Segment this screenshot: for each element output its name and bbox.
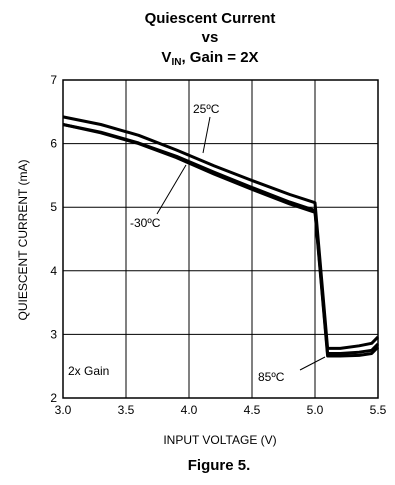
- x-axis-label: INPUT VOLTAGE (V): [163, 433, 276, 447]
- annotation-2x-gain: 2x Gain: [68, 364, 109, 378]
- x-tick-label: 4.0: [181, 403, 198, 417]
- series-line-1: [62, 123, 380, 358]
- y-tick-label: 4: [50, 264, 57, 278]
- y-tick-labels: 2 3 4 5 6 7: [50, 73, 57, 405]
- title-vin-rest: , Gain = 2X: [181, 49, 258, 66]
- y-tick-label: 2: [50, 391, 57, 405]
- annotation-25c: 25ºC: [193, 102, 220, 116]
- y-tick-label: 7: [50, 73, 57, 87]
- x-tick-labels: 3.0 3.5 4.0 4.5 5.0 5.5: [55, 403, 387, 417]
- series-group: [62, 115, 380, 358]
- chart-title-line2: vs: [202, 29, 219, 46]
- annotation-minus30c: -30ºC: [130, 216, 161, 230]
- y-tick-label: 3: [50, 327, 57, 341]
- figure-caption: Figure 5.: [188, 457, 251, 474]
- x-tick-label: 3.0: [55, 403, 72, 417]
- annotations: 25ºC -30ºC 85ºC 2x Gain: [68, 102, 326, 384]
- x-tick-label: 5.5: [370, 403, 387, 417]
- y-tick-label: 6: [50, 137, 57, 151]
- plot-frame: [62, 79, 379, 399]
- annotation-arrow-85c: [299, 356, 326, 371]
- title-vin-subscript: IN: [171, 57, 181, 68]
- title-vin-main: V: [161, 49, 171, 66]
- annotation-85c: 85ºC: [258, 370, 285, 384]
- series-line-0: [62, 115, 380, 350]
- series-line-2: [62, 123, 380, 355]
- chart-title-line1: Quiescent Current: [145, 10, 276, 27]
- annotation-arrow-25c: [202, 116, 211, 154]
- grid-lines: [63, 80, 378, 398]
- chart-title-line3: VIN, Gain = 2X: [161, 49, 258, 68]
- x-tick-label: 4.5: [244, 403, 261, 417]
- x-tick-label: 3.5: [118, 403, 135, 417]
- x-tick-label: 5.0: [307, 403, 324, 417]
- y-tick-label: 5: [50, 200, 57, 214]
- y-axis-label: QUIESCENT CURRENT (mA): [16, 160, 30, 321]
- annotation-arrow-minus30c: [156, 164, 187, 215]
